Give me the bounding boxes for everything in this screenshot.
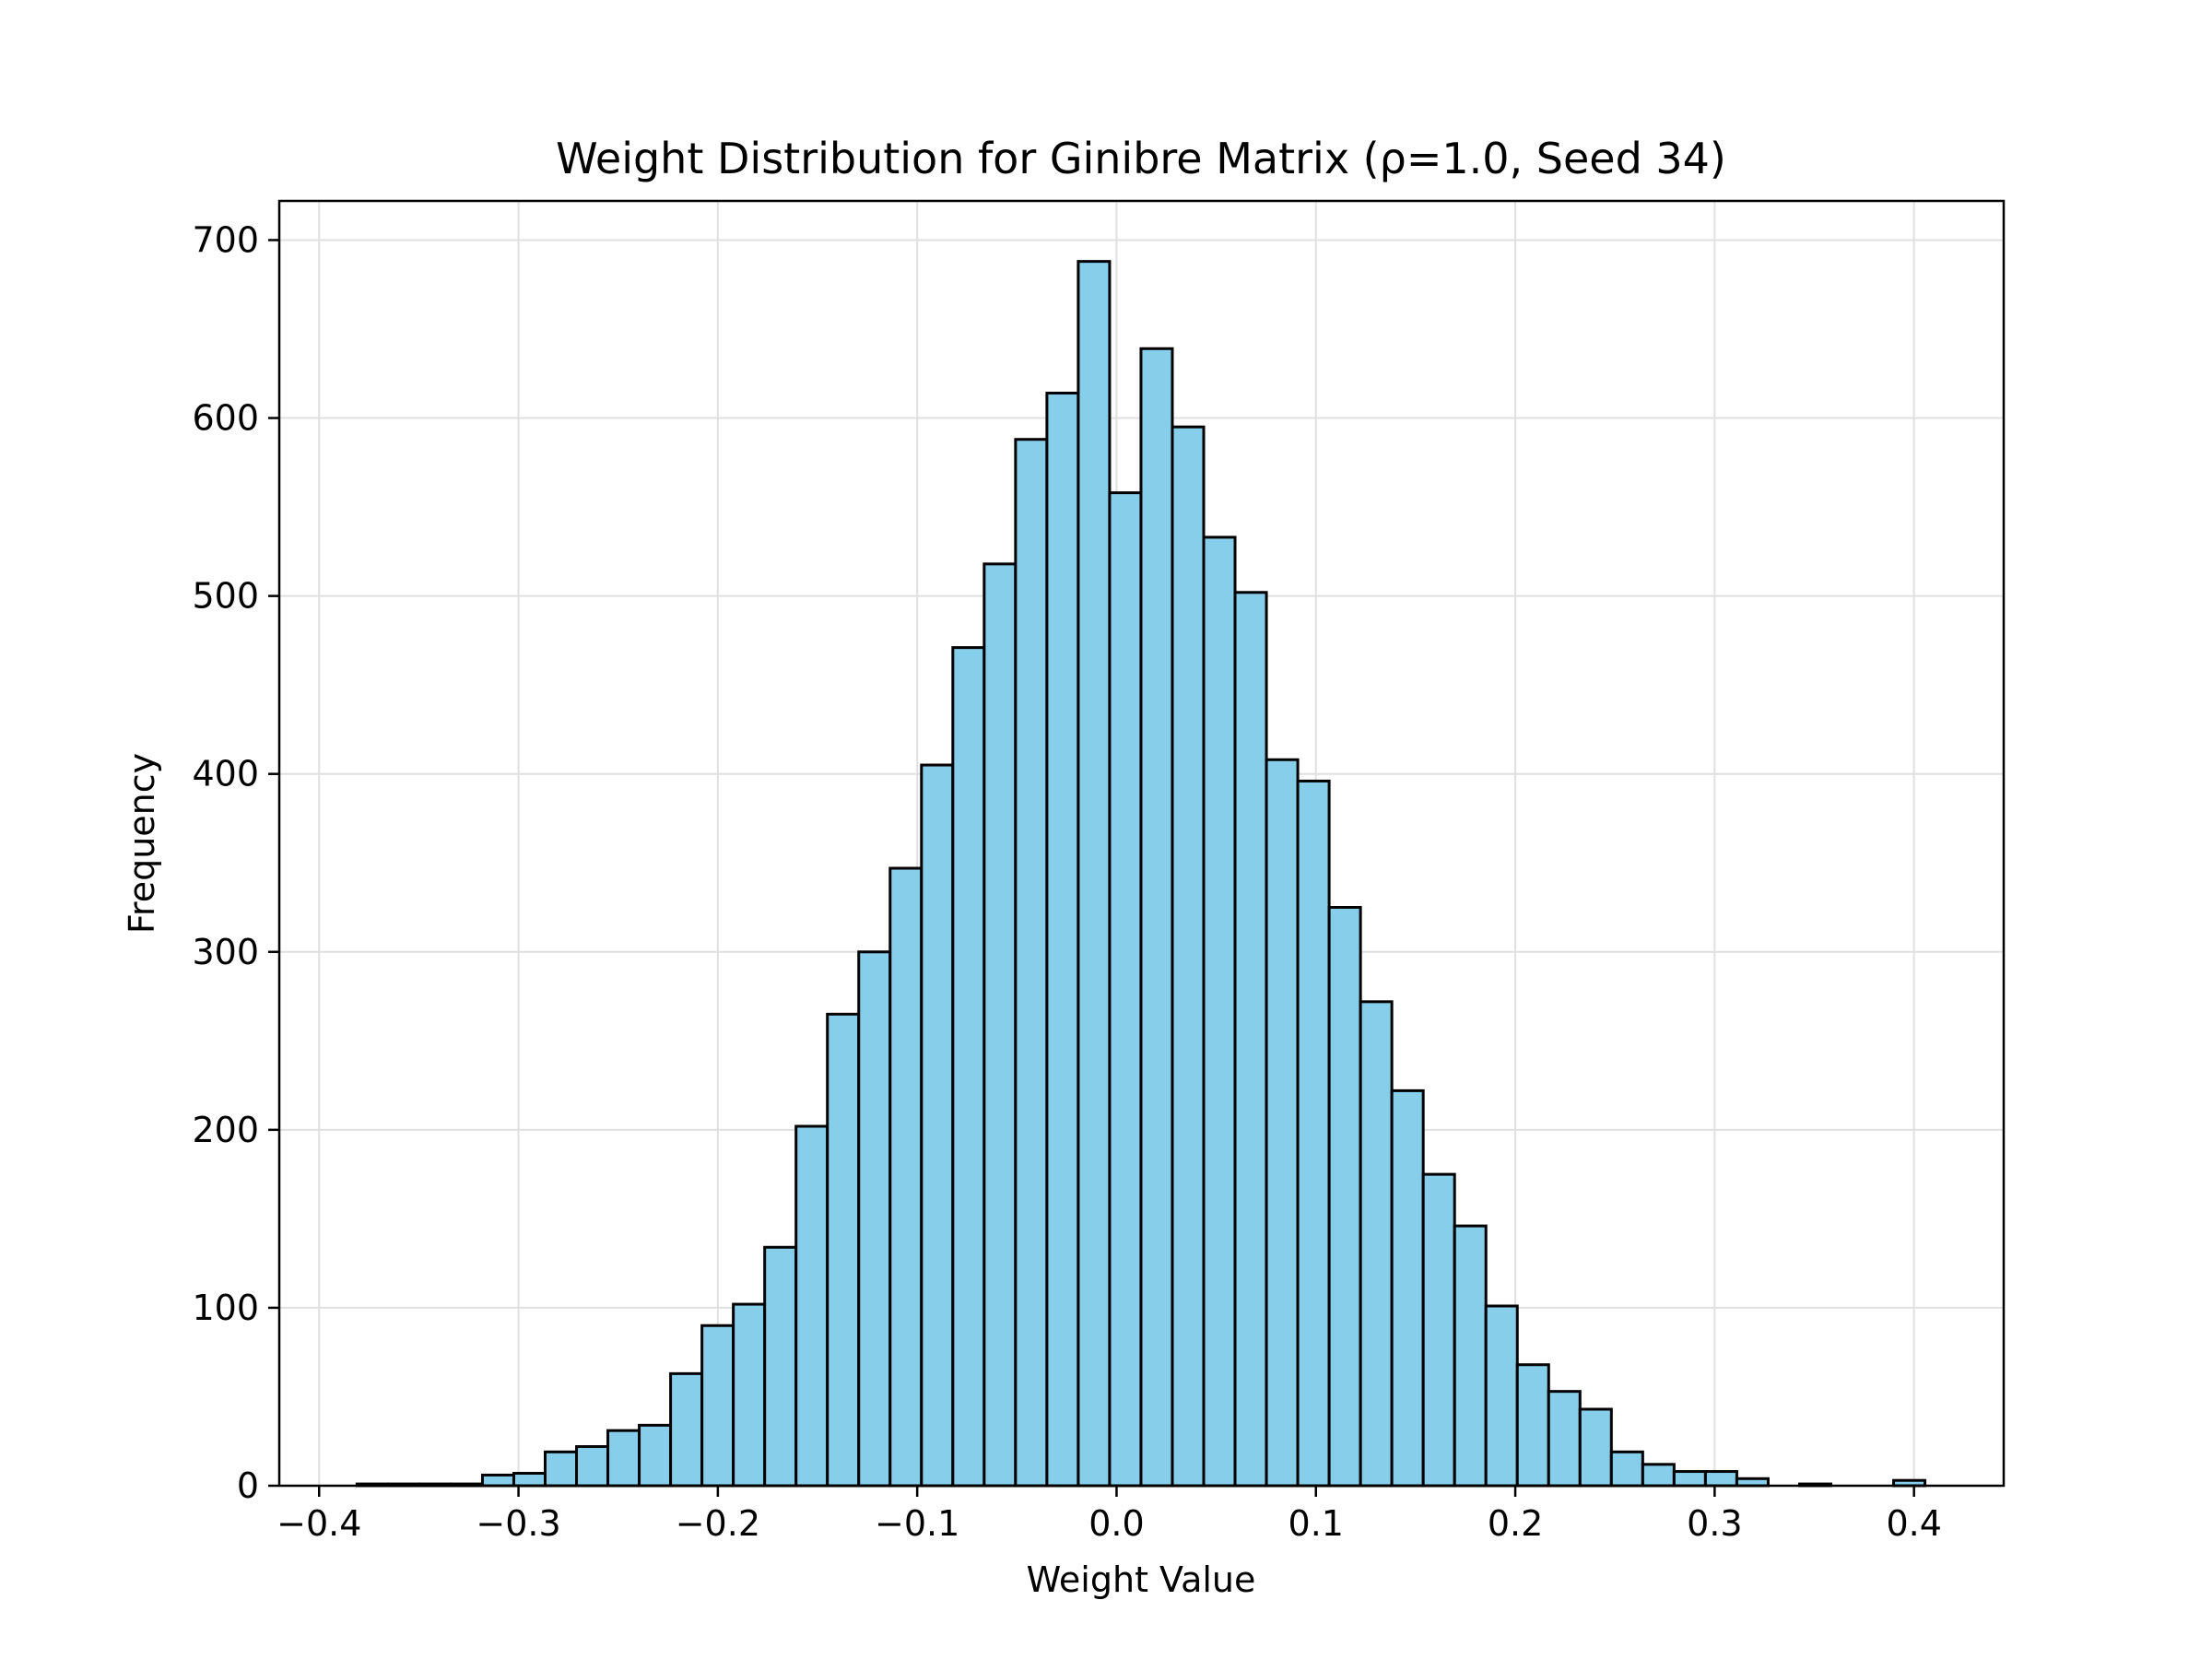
histogram-bar xyxy=(638,1423,673,1488)
x-tick-label: −0.3 xyxy=(476,1503,560,1544)
histogram-bar xyxy=(794,1124,830,1488)
histogram-bar xyxy=(1515,1363,1550,1488)
histogram-bar xyxy=(544,1450,579,1488)
histogram-bar xyxy=(1578,1407,1613,1488)
y-tick-label: 200 xyxy=(192,1110,259,1150)
y-axis-label: Frequency xyxy=(122,753,162,934)
bars xyxy=(355,260,1927,1488)
histogram-bar xyxy=(1108,491,1143,1488)
histogram-bar xyxy=(920,763,955,1488)
x-tick-label: −0.2 xyxy=(676,1503,760,1544)
x-tick-label: −0.1 xyxy=(875,1503,959,1544)
histogram-bar xyxy=(826,1012,861,1488)
histogram-bar xyxy=(763,1245,798,1488)
histogram-bar xyxy=(700,1324,735,1488)
x-axis-ticks: −0.4 −0.3 −0.2 −0.1 0.0 0.1 0.2 0.3 0.4 xyxy=(276,1486,1942,1544)
histogram-bar xyxy=(732,1302,767,1488)
histogram-bar xyxy=(669,1371,704,1488)
y-tick-label: 400 xyxy=(192,754,259,794)
y-tick-label: 700 xyxy=(192,219,259,260)
x-tick-label: 0.1 xyxy=(1288,1503,1344,1544)
histogram-bar xyxy=(888,866,924,1488)
y-tick-label: 500 xyxy=(192,576,259,617)
y-tick-label: 600 xyxy=(192,398,259,439)
histogram-bar xyxy=(1014,438,1049,1488)
x-tick-label: 0.4 xyxy=(1886,1503,1941,1544)
histogram-bar xyxy=(951,646,986,1488)
x-tick-label: 0.2 xyxy=(1488,1503,1543,1544)
x-axis-label: Weight Value xyxy=(1027,1559,1256,1600)
histogram-bar xyxy=(1672,1470,1707,1488)
histogram-bar xyxy=(606,1429,641,1488)
chart-title: Weight Distribution for Ginibre Matrix (… xyxy=(556,134,1726,183)
histogram-bar xyxy=(1045,392,1080,1488)
histogram-bar xyxy=(857,950,892,1488)
x-tick-label: 0.3 xyxy=(1687,1503,1742,1544)
y-tick-label: 100 xyxy=(192,1288,259,1328)
histogram-bar xyxy=(1390,1088,1425,1488)
plot-area-frame xyxy=(277,199,2006,1488)
histogram-bar xyxy=(1359,1000,1394,1488)
histogram-bar xyxy=(982,562,1018,1488)
histogram-bar xyxy=(1484,1304,1519,1488)
y-tick-label: 300 xyxy=(192,932,259,972)
x-tick-label: −0.4 xyxy=(276,1503,361,1544)
histogram-bar xyxy=(1296,779,1331,1488)
histogram-bar xyxy=(1547,1390,1582,1488)
histogram-bar xyxy=(1171,425,1206,1488)
histogram-bar xyxy=(1609,1450,1644,1488)
y-tick-label: 0 xyxy=(237,1465,259,1506)
histogram-bar xyxy=(1265,758,1300,1488)
y-axis-ticks: 0 100 200 300 400 500 600 700 xyxy=(192,219,279,1506)
histogram-bar xyxy=(1453,1224,1488,1488)
x-tick-label: 0.0 xyxy=(1088,1503,1144,1544)
histogram-bar xyxy=(575,1445,610,1488)
histogram-bar xyxy=(1703,1470,1738,1488)
histogram-bar xyxy=(1327,906,1362,1488)
histogram-bar xyxy=(1233,591,1268,1488)
histogram-bar xyxy=(512,1471,547,1488)
histogram-bar xyxy=(1421,1172,1456,1488)
histogram-bar xyxy=(1202,535,1237,1488)
histogram-bar xyxy=(480,1473,515,1488)
histogram-bar xyxy=(1139,347,1174,1488)
histogram-bar xyxy=(1641,1463,1676,1488)
histogram-bar xyxy=(1077,260,1112,1488)
